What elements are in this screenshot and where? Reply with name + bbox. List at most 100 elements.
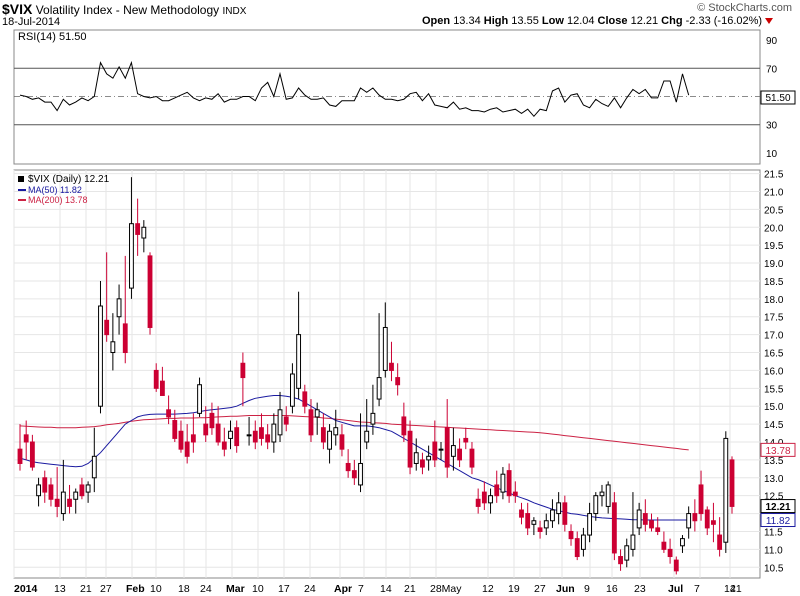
candle-body <box>711 520 716 525</box>
candle-body <box>203 423 209 436</box>
price-tick-label: 20.0 <box>764 223 784 234</box>
ma50-badge-box <box>760 513 796 528</box>
candle-body <box>574 538 580 558</box>
rsi-value-badge-box <box>760 90 796 105</box>
down-arrow-icon <box>765 18 774 24</box>
candle-body <box>525 513 531 529</box>
x-tick-label: 9 <box>584 583 590 595</box>
candle-body <box>308 409 314 436</box>
x-tick-label: 18 <box>178 583 190 595</box>
candle-body <box>29 441 35 468</box>
x-tick-label: 27 <box>534 583 546 595</box>
price-tick-label: 18.0 <box>764 295 784 306</box>
candle-body <box>420 459 425 468</box>
candle-body <box>611 502 617 554</box>
candle-body <box>481 491 487 504</box>
candle-body <box>277 409 283 436</box>
open-value: 13.34 <box>453 15 481 27</box>
rsi-tick-label: 90 <box>766 36 778 47</box>
price-tick-label: 20.5 <box>764 205 784 216</box>
x-tick-label: 2014 <box>14 583 38 595</box>
candle-body <box>382 326 388 371</box>
candle-body <box>190 434 196 443</box>
chart-date: 18-Jul-2014 <box>2 16 61 28</box>
x-tick-label: 10 <box>150 583 162 595</box>
x-tick-label: 13 <box>54 583 66 595</box>
rsi-tick-label: 10 <box>766 149 778 160</box>
candle-body <box>432 441 438 461</box>
price-tick-label: 15.5 <box>764 384 784 395</box>
candle-body <box>116 298 122 318</box>
x-tick-label: 17 <box>278 583 290 595</box>
high-label: High <box>483 15 509 27</box>
candle-body <box>271 423 277 443</box>
close-badge-box <box>760 499 796 514</box>
candle-body <box>444 427 450 468</box>
candle-body <box>91 455 97 479</box>
candle-body <box>240 362 246 379</box>
candle-body <box>450 445 456 457</box>
candle-body <box>488 495 493 504</box>
x-tick-label: Feb <box>126 583 145 595</box>
x-tick-label: 7 <box>694 583 700 595</box>
ma200-badge-box <box>760 442 796 457</box>
x-tick-label: 24 <box>200 583 212 595</box>
x-tick-label: 12 <box>482 583 494 595</box>
ohlc-readout: Open 13.34 High 13.55 Low 12.04 Close 12… <box>422 15 774 27</box>
candle-body <box>500 473 506 493</box>
candle-body <box>320 427 326 443</box>
candle-body <box>556 502 562 515</box>
candle-body <box>36 484 41 497</box>
candle-body <box>153 369 159 389</box>
candle-body <box>339 434 345 450</box>
candle-body <box>680 538 685 547</box>
candle-body <box>259 427 264 439</box>
candle-body <box>23 434 29 443</box>
candle-body <box>519 509 524 518</box>
high-value: 13.55 <box>511 15 539 27</box>
candle-body <box>370 412 376 425</box>
candle-body <box>723 437 729 543</box>
candle-body <box>296 334 302 389</box>
rsi-series-line <box>19 60 690 118</box>
x-tick-label: 21 <box>80 583 92 595</box>
candle-body <box>333 427 339 436</box>
ma50-line <box>19 395 689 521</box>
x-tick-label: Jun <box>556 583 575 595</box>
price-tick-label: 21.0 <box>764 187 784 198</box>
candle-body <box>289 373 295 407</box>
candle-body <box>401 416 407 436</box>
candle-body <box>215 423 221 443</box>
chg-value: -2.33 (-16.02%) <box>685 15 763 27</box>
candle-body <box>389 362 394 371</box>
price-tick-label: 11.5 <box>764 527 783 538</box>
x-tick-label: 21 <box>404 583 416 595</box>
candle-body <box>67 498 72 507</box>
chart-header-title: $VIX Volatility Index - New Methodology … <box>2 1 246 17</box>
x-tick-label: 24 <box>304 583 316 595</box>
ma200-line <box>19 415 689 451</box>
low-label: Low <box>541 15 564 27</box>
candle-body <box>704 509 710 529</box>
price-tick-label: 16.0 <box>764 366 784 377</box>
x-tick-label: 28May <box>430 583 462 595</box>
candle-body <box>636 509 642 529</box>
price-tick-label: 15.0 <box>764 402 784 413</box>
candle-body <box>407 430 413 468</box>
price-legend: $VIX (Daily) 12.21 MA(50) 11.82 MA(200) … <box>18 174 110 205</box>
ma200-badge: 13.78 <box>765 446 790 457</box>
candle-body <box>184 441 190 457</box>
candle-body <box>494 484 500 497</box>
x-tick-label: 27 <box>100 583 112 595</box>
price-tick-label: 13.0 <box>764 474 784 485</box>
candle-body <box>475 498 481 507</box>
candle-body <box>543 520 549 529</box>
x-tick-label: 16 <box>606 583 618 595</box>
price-tick-label: 16.5 <box>764 349 784 360</box>
rsi-tick-label: 70 <box>766 64 778 75</box>
candle-body <box>345 462 351 472</box>
candle-body <box>655 527 661 532</box>
candle-body <box>624 545 630 561</box>
candle-body <box>17 448 23 464</box>
